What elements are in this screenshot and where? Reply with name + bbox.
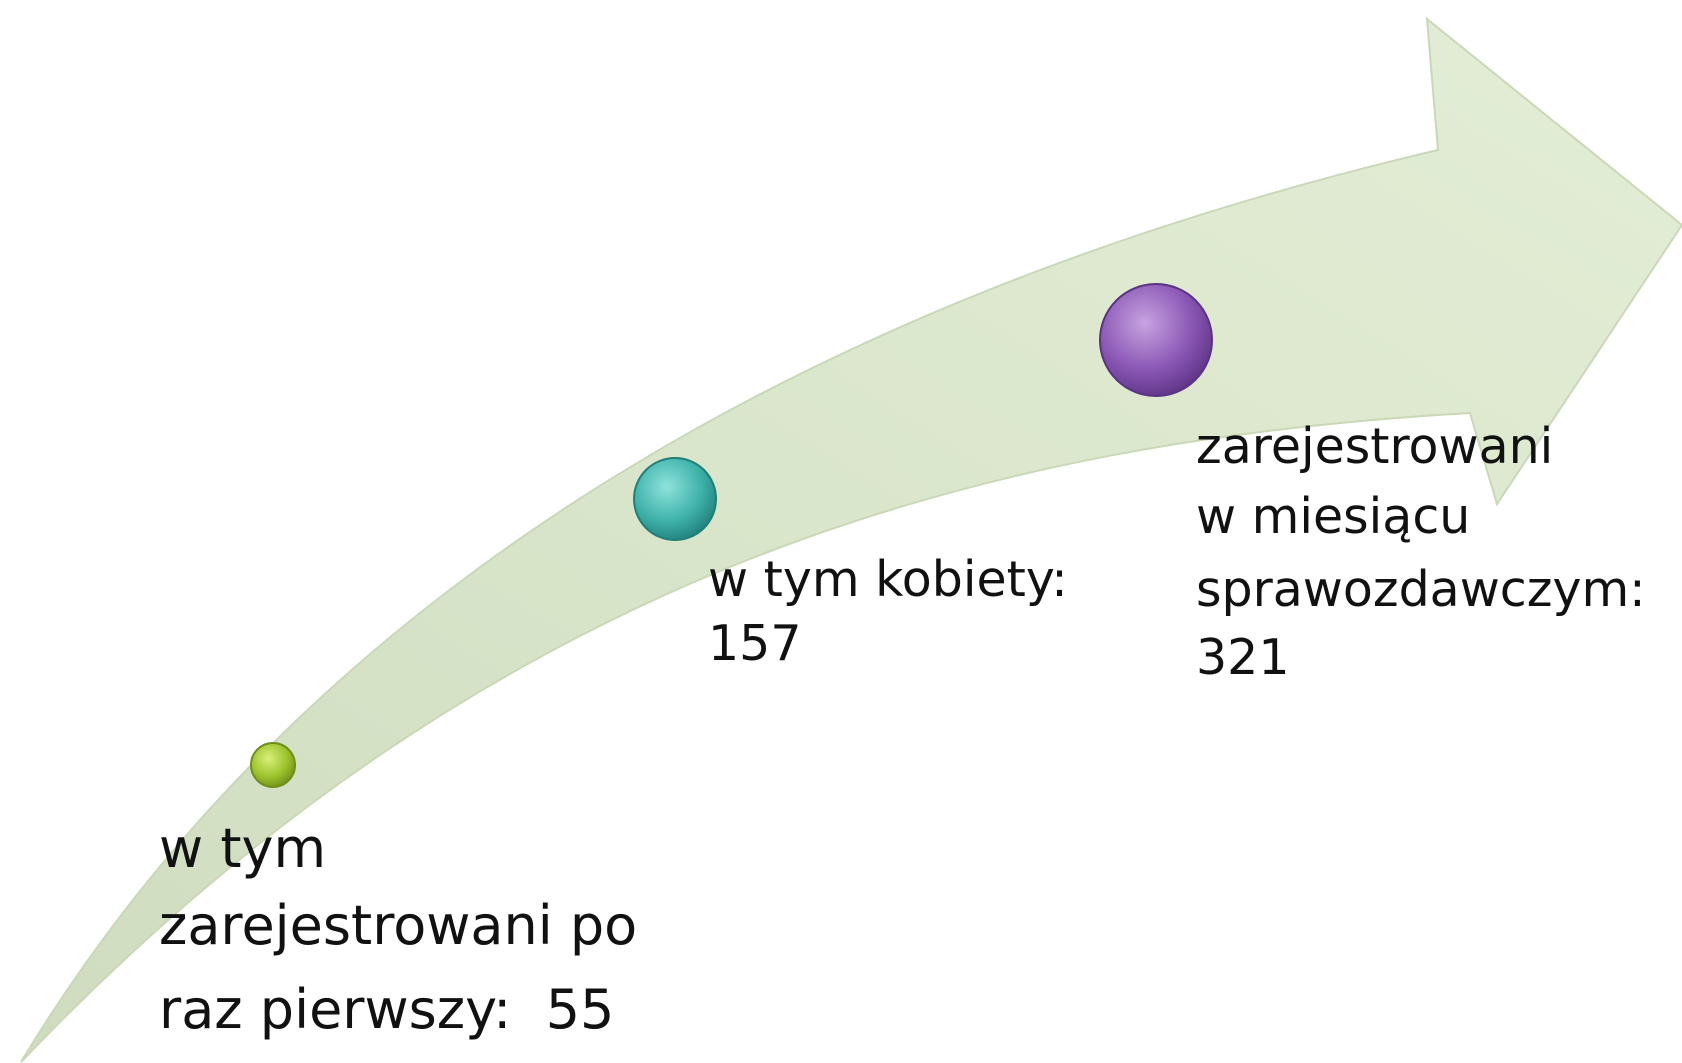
curved-arrow [20,16,1682,1063]
node-dot [633,457,717,541]
label-line: w tym kobiety: [708,551,1068,608]
label-line: raz pierwszy: 55 [159,978,614,1041]
node-label: w tym zarejestrowani po raz pierwszy: 55 [159,817,654,1041]
node-label: zarejestrowani w miesiącu sprawozdawczym… [1196,418,1661,686]
label-line: sprawozdawczym: [1196,561,1646,618]
node-label: w tym kobiety: 157 [708,551,1083,672]
label-line: zarejestrowani po [159,894,637,957]
label-line: zarejestrowani [1196,418,1553,475]
label-line: 321 [1196,629,1290,686]
node-dot [250,742,296,788]
label-line: w miesiącu [1196,488,1470,545]
label-line: 157 [708,615,802,672]
node-dot [1099,283,1213,397]
label-line: w tym [159,817,326,880]
